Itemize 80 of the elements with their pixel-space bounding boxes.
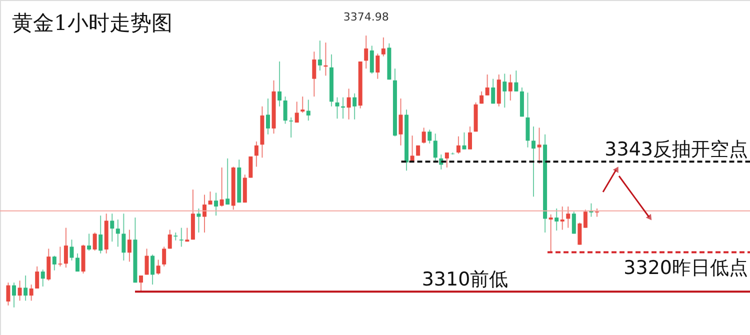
candlestick	[202, 194, 206, 234]
candlestick	[514, 70, 518, 92]
candlestick	[433, 133, 438, 162]
candlestick	[52, 255, 56, 271]
candlestick	[508, 74, 512, 101]
candlestick	[278, 60, 282, 107]
candlestick	[208, 191, 212, 206]
candlestick	[254, 140, 258, 168]
candlestick	[318, 40, 322, 72]
candlestick	[398, 98, 403, 146]
candlestick	[548, 214, 553, 253]
candlestick	[98, 215, 103, 254]
candlestick	[12, 282, 16, 308]
candlestick	[381, 36, 386, 57]
candlestick	[370, 45, 374, 74]
candlestick	[572, 211, 576, 234]
candlestick	[335, 96, 340, 120]
candlestick	[283, 96, 288, 124]
text: 黄金1小时走势图	[12, 11, 172, 35]
candlestick	[306, 99, 310, 122]
candlestick	[116, 219, 120, 248]
candlestick	[226, 158, 230, 206]
candlestick	[40, 269, 45, 288]
candlestick	[537, 127, 542, 164]
candlestick	[150, 254, 155, 286]
ref-line-label: 3343反抽开空点	[604, 138, 748, 161]
candlestick	[312, 51, 316, 98]
candlestick	[18, 280, 22, 302]
candlestick	[35, 266, 40, 289]
candlestick	[485, 74, 490, 96]
candlestick	[468, 126, 472, 150]
candlestick	[491, 78, 496, 104]
candlestick	[24, 274, 28, 302]
candlestick	[138, 274, 143, 292]
candlestick	[70, 239, 74, 262]
candlestick	[554, 208, 559, 232]
candlestick	[352, 92, 357, 120]
candlestick	[156, 259, 160, 276]
candlestick	[294, 101, 299, 124]
candlestick	[480, 90, 484, 104]
candlestick	[179, 227, 184, 248]
candlestick	[168, 229, 172, 250]
candlestick	[6, 282, 10, 306]
candlestick	[266, 98, 270, 135]
candlestick	[46, 248, 51, 282]
ref-line-label: 3320昨日低点	[624, 257, 748, 280]
candlestick	[196, 208, 201, 234]
candlestick	[444, 152, 449, 168]
candlestick	[92, 232, 97, 252]
candlestick	[29, 284, 34, 302]
candlestick	[289, 116, 294, 138]
candlestick	[502, 73, 507, 108]
candlestick	[566, 206, 570, 228]
candlestick	[560, 206, 564, 230]
candlestick	[346, 88, 351, 120]
candlestick	[185, 227, 190, 242]
candlestick	[300, 96, 305, 114]
candlestick	[162, 246, 166, 267]
candlestick	[532, 126, 536, 198]
candlestick	[58, 246, 62, 267]
candlestick	[526, 92, 530, 148]
candlestick	[144, 248, 149, 276]
candlestick	[110, 213, 114, 242]
candlestick	[376, 53, 380, 80]
candlestick	[76, 252, 80, 272]
candlestick	[122, 213, 126, 262]
candlestick	[64, 227, 68, 268]
candlestick	[220, 167, 224, 208]
candlestick	[462, 132, 466, 150]
candlestick	[422, 127, 426, 144]
candlestick	[578, 222, 582, 246]
annotation: 3374.98	[343, 10, 389, 24]
candlestick	[364, 35, 368, 70]
candlestick	[87, 233, 92, 252]
candlestick	[428, 129, 432, 144]
candlestick	[456, 136, 460, 154]
candlestick	[583, 209, 588, 228]
candlestick	[127, 229, 132, 262]
candlestick	[214, 192, 218, 216]
ref-line-label: 3310前低	[422, 268, 508, 291]
